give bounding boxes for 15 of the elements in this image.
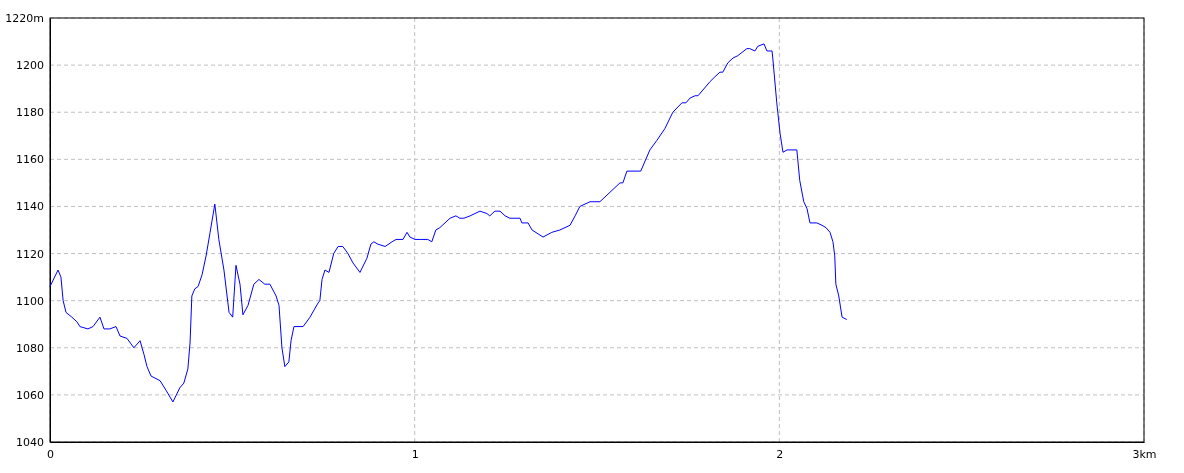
x-tick-label: 2 bbox=[776, 447, 784, 461]
y-tick-label: 1200 bbox=[16, 59, 44, 73]
y-tick-label: 1060 bbox=[16, 388, 44, 402]
y-tick-label: 1120 bbox=[16, 247, 44, 261]
line-series bbox=[49, 43, 848, 403]
y-tick-label: 1100 bbox=[16, 294, 44, 308]
x-tick-label: 3km bbox=[1132, 447, 1157, 461]
y-tick-label: 1180 bbox=[16, 106, 44, 120]
y-tick-label: 1040 bbox=[16, 436, 44, 450]
y-tick-label: 1220m bbox=[5, 12, 44, 26]
y-tick-label: 1140 bbox=[16, 200, 44, 214]
y-tick-label: 1160 bbox=[16, 153, 44, 167]
x-tick-label: 0 bbox=[47, 447, 54, 461]
y-tick-label: 1080 bbox=[16, 341, 44, 355]
x-tick-label: 1 bbox=[411, 447, 419, 461]
